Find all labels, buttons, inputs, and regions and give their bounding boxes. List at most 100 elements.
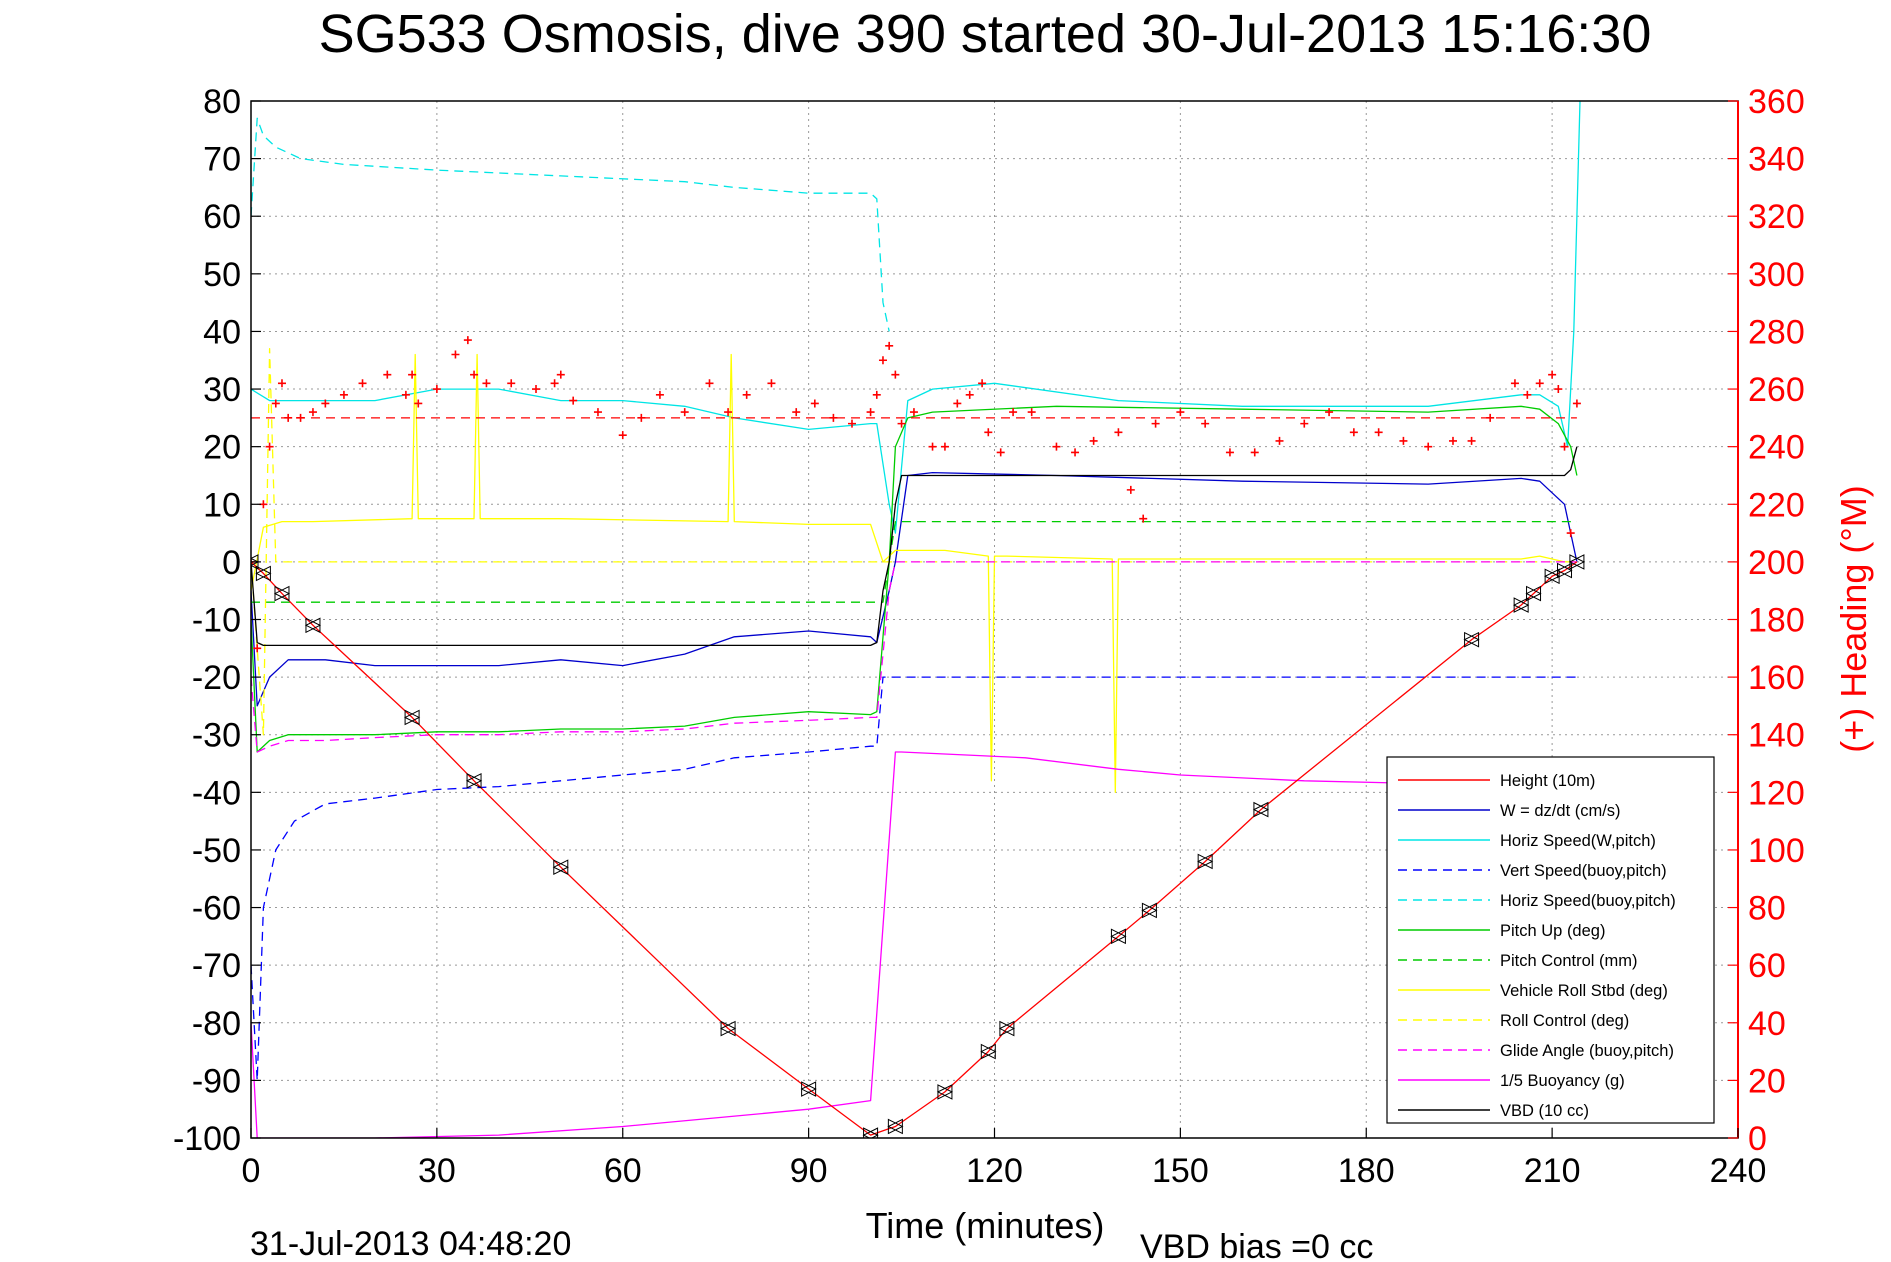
heading-point — [321, 399, 330, 408]
height-marker — [255, 565, 272, 582]
x-axis-label: Time (minutes) — [866, 1205, 1105, 1246]
heading-point — [414, 399, 423, 408]
series-pitch-control-mm — [251, 520, 1577, 603]
x-tick-label: 210 — [1524, 1152, 1581, 1190]
heading-point — [965, 390, 974, 399]
heading-point — [996, 448, 1005, 457]
y2-tick-label: 260 — [1748, 371, 1805, 409]
chart-title: SG533 Osmosis, dive 390 started 30-Jul-2… — [319, 4, 1652, 64]
legend-label: Vert Speed(buoy,pitch) — [1500, 862, 1667, 880]
legend-box — [1386, 756, 1715, 1124]
heading-point — [1052, 442, 1061, 451]
heading-point — [1467, 436, 1476, 445]
heading-point — [401, 390, 410, 399]
legend-label: Vehicle Roll Stbd (deg) — [1500, 982, 1668, 1000]
y2-tick-label: 220 — [1748, 486, 1805, 524]
legend-label: Pitch Control (mm) — [1500, 952, 1638, 970]
heading-point — [1554, 385, 1563, 394]
heading-point — [1126, 485, 1135, 494]
heading-point — [1523, 390, 1532, 399]
heading-point — [891, 370, 900, 379]
heading-point — [1572, 399, 1581, 408]
heading-point — [705, 379, 714, 388]
heading-point — [847, 419, 856, 428]
heading-point — [878, 356, 887, 365]
heading-point — [724, 408, 733, 417]
heading-point — [470, 370, 479, 379]
series-horiz-speed-w-pitch — [251, 101, 1581, 534]
heading-point — [1089, 436, 1098, 445]
y-tick-label: 0 — [222, 544, 241, 582]
heading-point — [284, 413, 293, 422]
heading-point — [618, 431, 627, 440]
heading-point — [984, 428, 993, 437]
heading-point — [1535, 379, 1544, 388]
heading-point — [1250, 448, 1259, 457]
height-marker — [552, 859, 569, 876]
y-tick-label: -90 — [192, 1062, 241, 1100]
height-marker — [1513, 597, 1530, 613]
x-tick-label: 240 — [1710, 1152, 1767, 1190]
y2-tick-label: 40 — [1748, 1005, 1786, 1043]
height-marker — [887, 1118, 904, 1135]
heading-point — [928, 442, 937, 451]
y2-tick-label: 80 — [1748, 890, 1786, 928]
heading-point — [383, 370, 392, 379]
heading-point — [829, 413, 838, 422]
heading-point — [1325, 408, 1334, 417]
height-marker — [273, 585, 291, 602]
y2-tick-label: 20 — [1748, 1062, 1786, 1100]
legend: Height (10m) W = dz/dt (cm/s) Horiz Speed(… — [1386, 756, 1715, 1124]
heading-point — [482, 379, 491, 388]
heading-point — [897, 419, 906, 428]
y-tick-label: -60 — [192, 890, 241, 928]
y2-tick-label: 120 — [1748, 774, 1805, 812]
heading-point — [742, 390, 751, 399]
heading-point — [909, 408, 918, 417]
y2-tick-label: 180 — [1748, 602, 1805, 640]
heading-point — [271, 399, 280, 408]
tick-labels: 0 30 60 90 120 150 180 210 24080706050403020100-… — [173, 83, 1805, 1190]
heading-point — [1225, 448, 1234, 457]
heading-point — [1300, 419, 1309, 428]
x-tick-label: 180 — [1338, 1152, 1395, 1190]
legend-label: Horiz Speed(buoy,pitch) — [1500, 892, 1676, 910]
heading-point — [953, 399, 962, 408]
y2-tick-label: 200 — [1748, 544, 1805, 582]
height-marker — [1463, 631, 1480, 648]
y2-tick-label: 100 — [1748, 832, 1805, 870]
height-marker — [304, 617, 322, 634]
legend-label: Glide Angle (buoy,pitch) — [1500, 1042, 1674, 1060]
x-tick-label: 60 — [604, 1152, 642, 1190]
legend-label: W = dz/dt (cm/s) — [1500, 802, 1621, 820]
height-marker — [936, 1084, 954, 1100]
series-vehicle-roll-stbd-deg — [251, 353, 1577, 793]
y2-tick-label: 160 — [1748, 659, 1805, 697]
series-horiz-speed-buoy-pitch — [251, 117, 890, 332]
y2-tick-label: 140 — [1748, 717, 1805, 755]
heading-point — [680, 408, 689, 417]
heading-point — [655, 390, 664, 399]
x-tick-label: 150 — [1152, 1152, 1209, 1190]
x-tick-label: 30 — [418, 1152, 456, 1190]
heading-point — [810, 399, 819, 408]
heading-point — [253, 644, 262, 653]
heading-point — [1009, 408, 1018, 417]
heading-point — [265, 442, 274, 451]
heading-point — [872, 390, 881, 399]
y-tick-label: 60 — [203, 198, 241, 236]
heading-point — [451, 350, 460, 359]
heading-point — [1027, 408, 1036, 417]
legend-label: VBD (10 cc) — [1500, 1102, 1589, 1120]
heading-point — [296, 413, 305, 422]
heading-point — [1151, 419, 1160, 428]
y2-tick-label: 340 — [1748, 141, 1805, 179]
heading-point — [1548, 370, 1557, 379]
y2-tick-label: 240 — [1748, 429, 1805, 467]
heading-point — [767, 379, 776, 388]
y2-tick-label: 0 — [1748, 1120, 1767, 1158]
y-tick-label: -80 — [192, 1005, 241, 1043]
heading-point — [1510, 379, 1519, 388]
height-marker — [465, 773, 483, 789]
